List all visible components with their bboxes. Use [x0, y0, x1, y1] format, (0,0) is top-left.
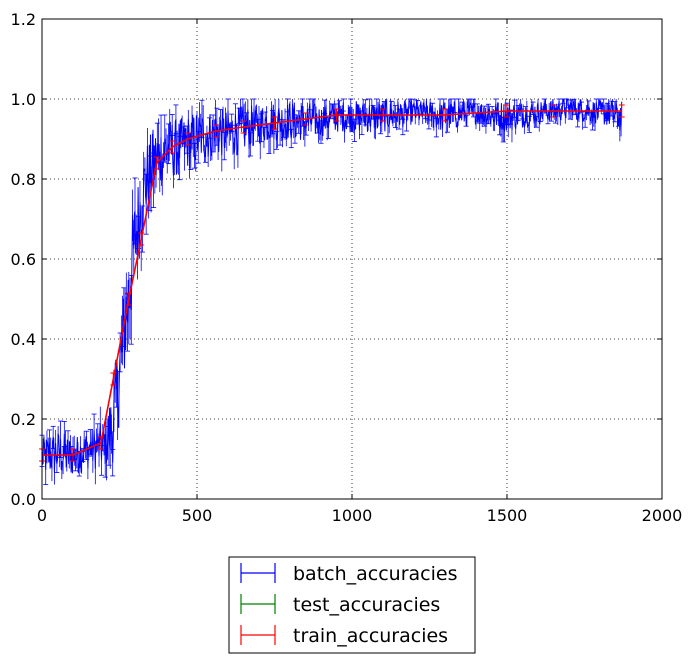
legend: batch_accuracies test_accuracies train_acc… [228, 556, 476, 654]
x-tick-label: 1000 [332, 506, 373, 525]
y-tick-label: 0.6 [11, 250, 36, 269]
batch-accuracy-line [41, 97, 623, 474]
y-tick-label: 0.2 [11, 410, 36, 429]
legend-item-batch_accuracies: batch_accuracies [240, 563, 458, 585]
train-accuracy-line [42, 110, 622, 456]
x-tick-label: 1500 [487, 506, 528, 525]
y-tick-label: 0.4 [11, 330, 36, 349]
x-tick-label: 2000 [642, 506, 683, 525]
x-tick-label: 500 [182, 506, 213, 525]
legend-label: train_accuracies [293, 625, 448, 647]
y-tick-label: 1.0 [11, 90, 36, 109]
series-batch_accuracies [39, 97, 623, 486]
series-layer [39, 97, 625, 486]
y-tick-label: 0.8 [11, 170, 36, 189]
y-tick-label: 1.2 [11, 10, 36, 29]
legend-item-test_accuracies: test_accuracies [240, 594, 440, 616]
series-train_accuracies [39, 104, 625, 462]
legend-label: batch_accuracies [293, 563, 458, 585]
y-tick-label: 0.0 [11, 490, 36, 509]
legend-item-train_accuracies: train_accuracies [240, 625, 448, 647]
x-tick-label: 0 [37, 506, 47, 525]
legend-label: test_accuracies [293, 594, 440, 616]
axis-ticks: 0 500 1000 1500 2000 0.0 0.2 0.4 0.6 0.8 1.0 1.2 [11, 10, 683, 525]
